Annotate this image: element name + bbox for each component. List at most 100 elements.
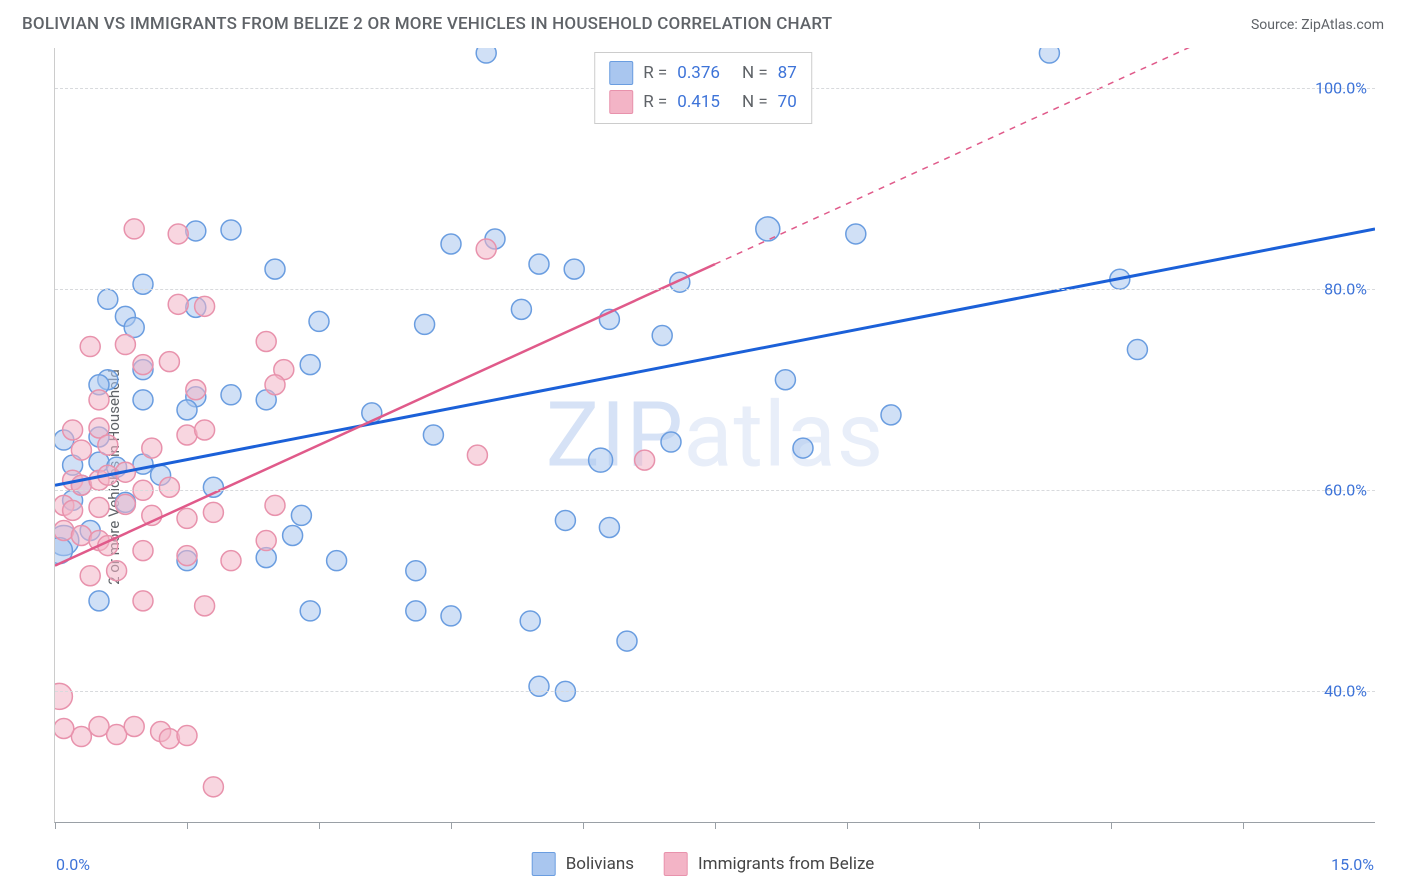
legend-swatch <box>609 61 633 85</box>
data-point <box>1127 340 1147 360</box>
gridline <box>55 289 1375 290</box>
y-tick-label: 100.0% <box>1315 79 1367 98</box>
data-point <box>115 335 135 355</box>
data-point <box>793 438 813 458</box>
data-point <box>142 438 162 458</box>
data-point <box>195 420 215 440</box>
legend-n-value: 87 <box>778 59 797 88</box>
y-tick-label: 80.0% <box>1324 280 1367 299</box>
data-point <box>529 254 549 274</box>
x-tick <box>451 822 452 829</box>
data-point <box>133 274 153 294</box>
data-point <box>203 502 223 522</box>
data-point <box>406 561 426 581</box>
y-tick-label: 60.0% <box>1324 481 1367 500</box>
data-point <box>300 355 320 375</box>
data-point <box>89 497 109 517</box>
x-tick <box>1111 822 1112 829</box>
chart-container: 2 or more Vehicles in Household ZIPatlas… <box>12 42 1394 878</box>
data-point <box>441 606 461 626</box>
x-tick <box>55 822 56 829</box>
data-point <box>55 683 72 709</box>
legend-swatch <box>609 90 633 114</box>
data-point <box>133 355 153 375</box>
x-tick <box>979 822 980 829</box>
x-tick <box>187 822 188 829</box>
data-point <box>115 494 135 514</box>
chart-title: BOLIVIAN VS IMMIGRANTS FROM BELIZE 2 OR … <box>22 14 832 34</box>
trend-line <box>55 229 1375 485</box>
data-point <box>441 234 461 254</box>
data-point <box>221 551 241 571</box>
data-point <box>520 611 540 631</box>
data-point <box>555 510 575 530</box>
data-point <box>300 601 320 621</box>
data-point <box>168 294 188 314</box>
data-point <box>406 601 426 621</box>
legend-row: R = 0.415 N = 70 <box>609 88 797 117</box>
chart-source: Source: ZipAtlas.com <box>1251 17 1384 33</box>
data-point <box>98 289 118 309</box>
data-point <box>476 48 496 63</box>
x-axis-start-label: 0.0% <box>56 855 90 874</box>
data-point <box>124 219 144 239</box>
legend-swatch <box>532 852 556 876</box>
data-point <box>186 221 206 241</box>
data-point <box>635 450 655 470</box>
data-point <box>283 526 303 546</box>
data-point <box>661 432 681 452</box>
data-point <box>529 676 549 696</box>
legend-n-label: N = <box>742 59 768 88</box>
data-point <box>168 224 188 244</box>
data-point <box>195 296 215 316</box>
data-point <box>415 314 435 334</box>
data-point <box>423 425 443 445</box>
data-point <box>177 425 197 445</box>
x-tick <box>319 822 320 829</box>
data-point <box>177 546 197 566</box>
data-point <box>617 631 637 651</box>
data-point <box>881 405 901 425</box>
data-point <box>133 390 153 410</box>
data-point <box>80 566 100 586</box>
x-tick <box>583 822 584 829</box>
data-point <box>265 375 285 395</box>
legend-label: Immigrants from Belize <box>698 854 874 874</box>
data-point <box>55 719 74 739</box>
data-point <box>89 591 109 611</box>
legend-item: Bolivians <box>532 852 634 876</box>
data-point <box>1039 48 1059 63</box>
x-tick <box>1243 822 1244 829</box>
legend-r-value: 0.376 <box>677 59 720 88</box>
data-point <box>98 435 118 455</box>
chart-header: BOLIVIAN VS IMMIGRANTS FROM BELIZE 2 OR … <box>0 0 1406 38</box>
x-tick <box>847 822 848 829</box>
data-point <box>775 370 795 390</box>
data-point <box>63 500 83 520</box>
gridline <box>55 691 1375 692</box>
legend-swatch <box>664 852 688 876</box>
data-point <box>846 224 866 244</box>
legend-r-label: R = <box>643 59 667 88</box>
data-point <box>80 337 100 357</box>
data-point <box>71 440 91 460</box>
legend-n-value: 70 <box>778 88 797 117</box>
data-point <box>327 551 347 571</box>
data-point <box>309 311 329 331</box>
data-point <box>652 325 672 345</box>
data-point <box>177 508 197 528</box>
data-point <box>221 220 241 240</box>
data-point <box>159 477 179 497</box>
legend-r-value: 0.415 <box>677 88 720 117</box>
data-point <box>107 561 127 581</box>
x-axis-end-label: 15.0% <box>1331 855 1374 874</box>
data-point <box>177 726 197 746</box>
data-point <box>256 332 276 352</box>
data-point <box>291 505 311 525</box>
legend-label: Bolivians <box>566 854 634 874</box>
data-point <box>159 729 179 749</box>
data-point <box>71 526 91 546</box>
data-point <box>221 385 241 405</box>
legend-item: Immigrants from Belize <box>664 852 874 876</box>
data-point <box>133 541 153 561</box>
